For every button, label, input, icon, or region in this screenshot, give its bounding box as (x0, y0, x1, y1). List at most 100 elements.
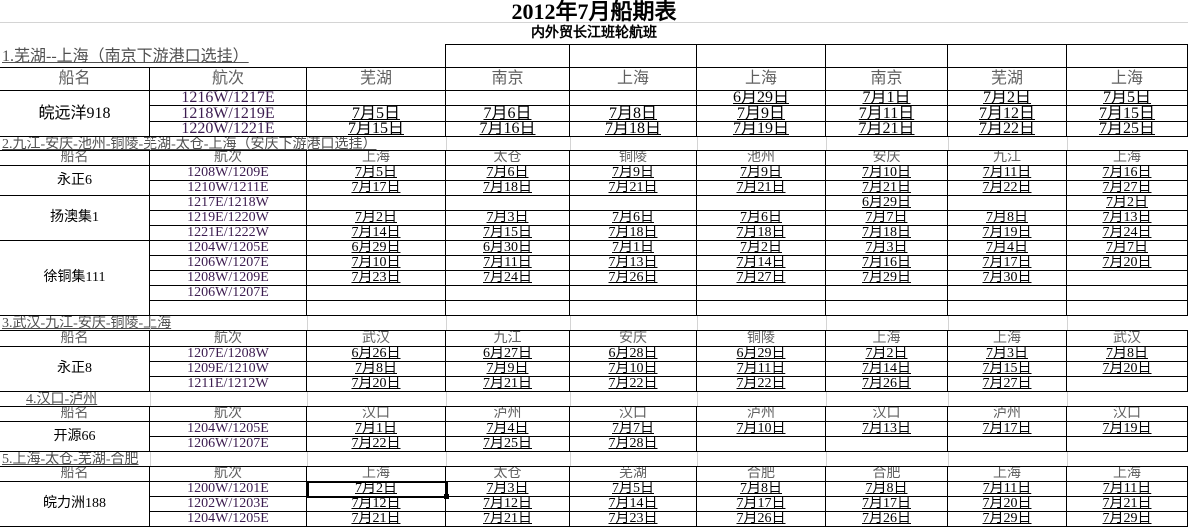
schedule-date[interactable]: 7月29日 (1066, 511, 1188, 527)
schedule-date[interactable]: 7月26日 (696, 511, 826, 527)
voyage-number[interactable]: 1206W/1207E (149, 436, 307, 452)
column-header-port[interactable]: 上海 (306, 466, 446, 482)
voyage-number[interactable]: 1211E/1212W (149, 376, 307, 392)
schedule-date[interactable]: 7月10日 (569, 361, 697, 377)
voyage-number[interactable]: 1204W/1205E (149, 511, 307, 527)
column-header-port[interactable]: 上海 (1066, 67, 1188, 91)
schedule-date[interactable]: 7月2日 (306, 481, 446, 497)
voyage-number[interactable]: 1217E/1218W (149, 195, 307, 211)
column-header-port[interactable]: 芜湖 (947, 67, 1067, 91)
column-header-port[interactable]: 汉口 (306, 406, 446, 422)
column-header-voyage[interactable]: 航次 (149, 67, 307, 91)
schedule-date[interactable]: 7月20日 (947, 496, 1067, 512)
voyage-number[interactable]: 1216W/1217E (149, 90, 307, 106)
schedule-date[interactable]: 7月21日 (569, 180, 697, 196)
column-header-port[interactable]: 上海 (947, 466, 1067, 482)
column-header-voyage[interactable]: 航次 (149, 330, 307, 347)
schedule-date[interactable]: 7月5日 (569, 481, 697, 497)
column-header-port[interactable]: 安庆 (825, 150, 948, 166)
schedule-date[interactable]: 7月9日 (569, 165, 697, 181)
schedule-date[interactable]: 7月10日 (306, 255, 446, 271)
schedule-date[interactable] (306, 90, 446, 106)
schedule-date[interactable]: 7月19日 (947, 225, 1067, 241)
schedule-date[interactable]: 6月29日 (696, 346, 826, 362)
column-header-port[interactable]: 上海 (1066, 150, 1188, 166)
schedule-date[interactable]: 7月8日 (696, 481, 826, 497)
schedule-date[interactable] (1066, 285, 1188, 301)
column-header-port[interactable]: 上海 (1066, 466, 1188, 482)
schedule-date[interactable]: 7月3日 (947, 346, 1067, 362)
column-header-port[interactable]: 上海 (947, 330, 1067, 347)
voyage-number[interactable]: 1218W/1219E (149, 105, 307, 122)
schedule-date[interactable] (696, 285, 826, 301)
column-header-port[interactable]: 汉口 (825, 406, 948, 422)
schedule-date[interactable]: 7月17日 (306, 180, 446, 196)
schedule-date[interactable]: 7月9日 (696, 105, 826, 122)
schedule-date[interactable]: 7月7日 (569, 421, 697, 437)
schedule-date[interactable] (445, 300, 570, 316)
voyage-number[interactable]: 1206W/1207E (149, 285, 307, 301)
schedule-date[interactable] (306, 300, 446, 316)
schedule-date[interactable]: 7月27日 (696, 270, 826, 286)
schedule-date[interactable]: 7月15日 (947, 361, 1067, 377)
column-header-port[interactable]: 上海 (825, 330, 948, 347)
schedule-date[interactable]: 6月27日 (445, 346, 570, 362)
schedule-date[interactable]: 7月6日 (696, 210, 826, 226)
schedule-date[interactable] (947, 300, 1067, 316)
schedule-date[interactable]: 7月10日 (696, 421, 826, 437)
empty-cell[interactable] (569, 44, 697, 68)
voyage-number[interactable]: 1221E/1222W (149, 225, 307, 241)
schedule-date[interactable]: 7月16日 (445, 121, 570, 137)
voyage-number[interactable]: 1219E/1220W (149, 210, 307, 226)
ship-name[interactable]: 永正6 (0, 165, 150, 196)
column-header-port[interactable]: 泸州 (947, 406, 1067, 422)
schedule-date[interactable]: 7月26日 (825, 511, 948, 527)
section-title[interactable]: 2.九江-安庆-池州-铜陵-芜湖-太仓-上海（安庆下游港口选挂） (2, 137, 377, 152)
schedule-date[interactable]: 7月14日 (696, 255, 826, 271)
schedule-date[interactable]: 7月21日 (825, 180, 948, 196)
schedule-date[interactable]: 7月17日 (947, 421, 1067, 437)
schedule-date[interactable]: 7月13日 (1066, 210, 1188, 226)
schedule-date[interactable]: 7月27日 (947, 376, 1067, 392)
column-header-port[interactable]: 南京 (825, 67, 948, 91)
voyage-number[interactable]: 1208W/1209E (149, 165, 307, 181)
schedule-date[interactable]: 7月8日 (825, 481, 948, 497)
schedule-date[interactable]: 7月14日 (825, 361, 948, 377)
schedule-date[interactable]: 7月22日 (696, 376, 826, 392)
schedule-date[interactable]: 7月1日 (569, 240, 697, 256)
schedule-date[interactable]: 7月2日 (696, 240, 826, 256)
column-header-voyage[interactable]: 航次 (149, 406, 307, 422)
schedule-date[interactable] (1066, 376, 1188, 392)
schedule-date[interactable]: 7月3日 (825, 240, 948, 256)
schedule-date[interactable]: 7月8日 (306, 361, 446, 377)
schedule-date[interactable]: 7月13日 (569, 255, 697, 271)
schedule-date[interactable]: 7月6日 (445, 105, 570, 122)
schedule-date[interactable]: 7月6日 (569, 210, 697, 226)
schedule-date[interactable]: 7月2日 (947, 90, 1067, 106)
column-header-port[interactable]: 芜湖 (569, 466, 697, 482)
section-title[interactable]: 3.武汉-九江-安庆-铜陵-上海 (2, 316, 172, 331)
schedule-date[interactable]: 7月16日 (825, 255, 948, 271)
schedule-date[interactable] (306, 285, 446, 301)
schedule-date[interactable]: 7月21日 (1066, 496, 1188, 512)
voyage-number[interactable]: 1202W/1203E (149, 496, 307, 512)
empty-cell[interactable] (947, 44, 1067, 68)
schedule-date[interactable]: 7月5日 (1066, 90, 1188, 106)
column-header-port[interactable]: 汉口 (569, 406, 697, 422)
column-header-voyage[interactable]: 航次 (149, 466, 307, 482)
schedule-date[interactable] (947, 436, 1067, 452)
voyage-number[interactable]: 1220W/1221E (149, 121, 307, 137)
column-header-port[interactable]: 合肥 (696, 466, 826, 482)
schedule-date[interactable]: 7月22日 (569, 376, 697, 392)
voyage-number[interactable]: 1207E/1208W (149, 346, 307, 362)
schedule-date[interactable]: 7月25日 (1066, 121, 1188, 137)
empty-cell[interactable] (825, 44, 948, 68)
schedule-date[interactable]: 7月8日 (947, 210, 1067, 226)
schedule-date[interactable]: 7月18日 (696, 225, 826, 241)
ship-name[interactable]: 皖远洋918 (0, 90, 150, 137)
column-header-port[interactable]: 铜陵 (696, 330, 826, 347)
schedule-date[interactable]: 7月15日 (1066, 105, 1188, 122)
schedule-date[interactable]: 7月3日 (445, 481, 570, 497)
column-header-port[interactable]: 合肥 (825, 466, 948, 482)
schedule-date[interactable] (445, 285, 570, 301)
